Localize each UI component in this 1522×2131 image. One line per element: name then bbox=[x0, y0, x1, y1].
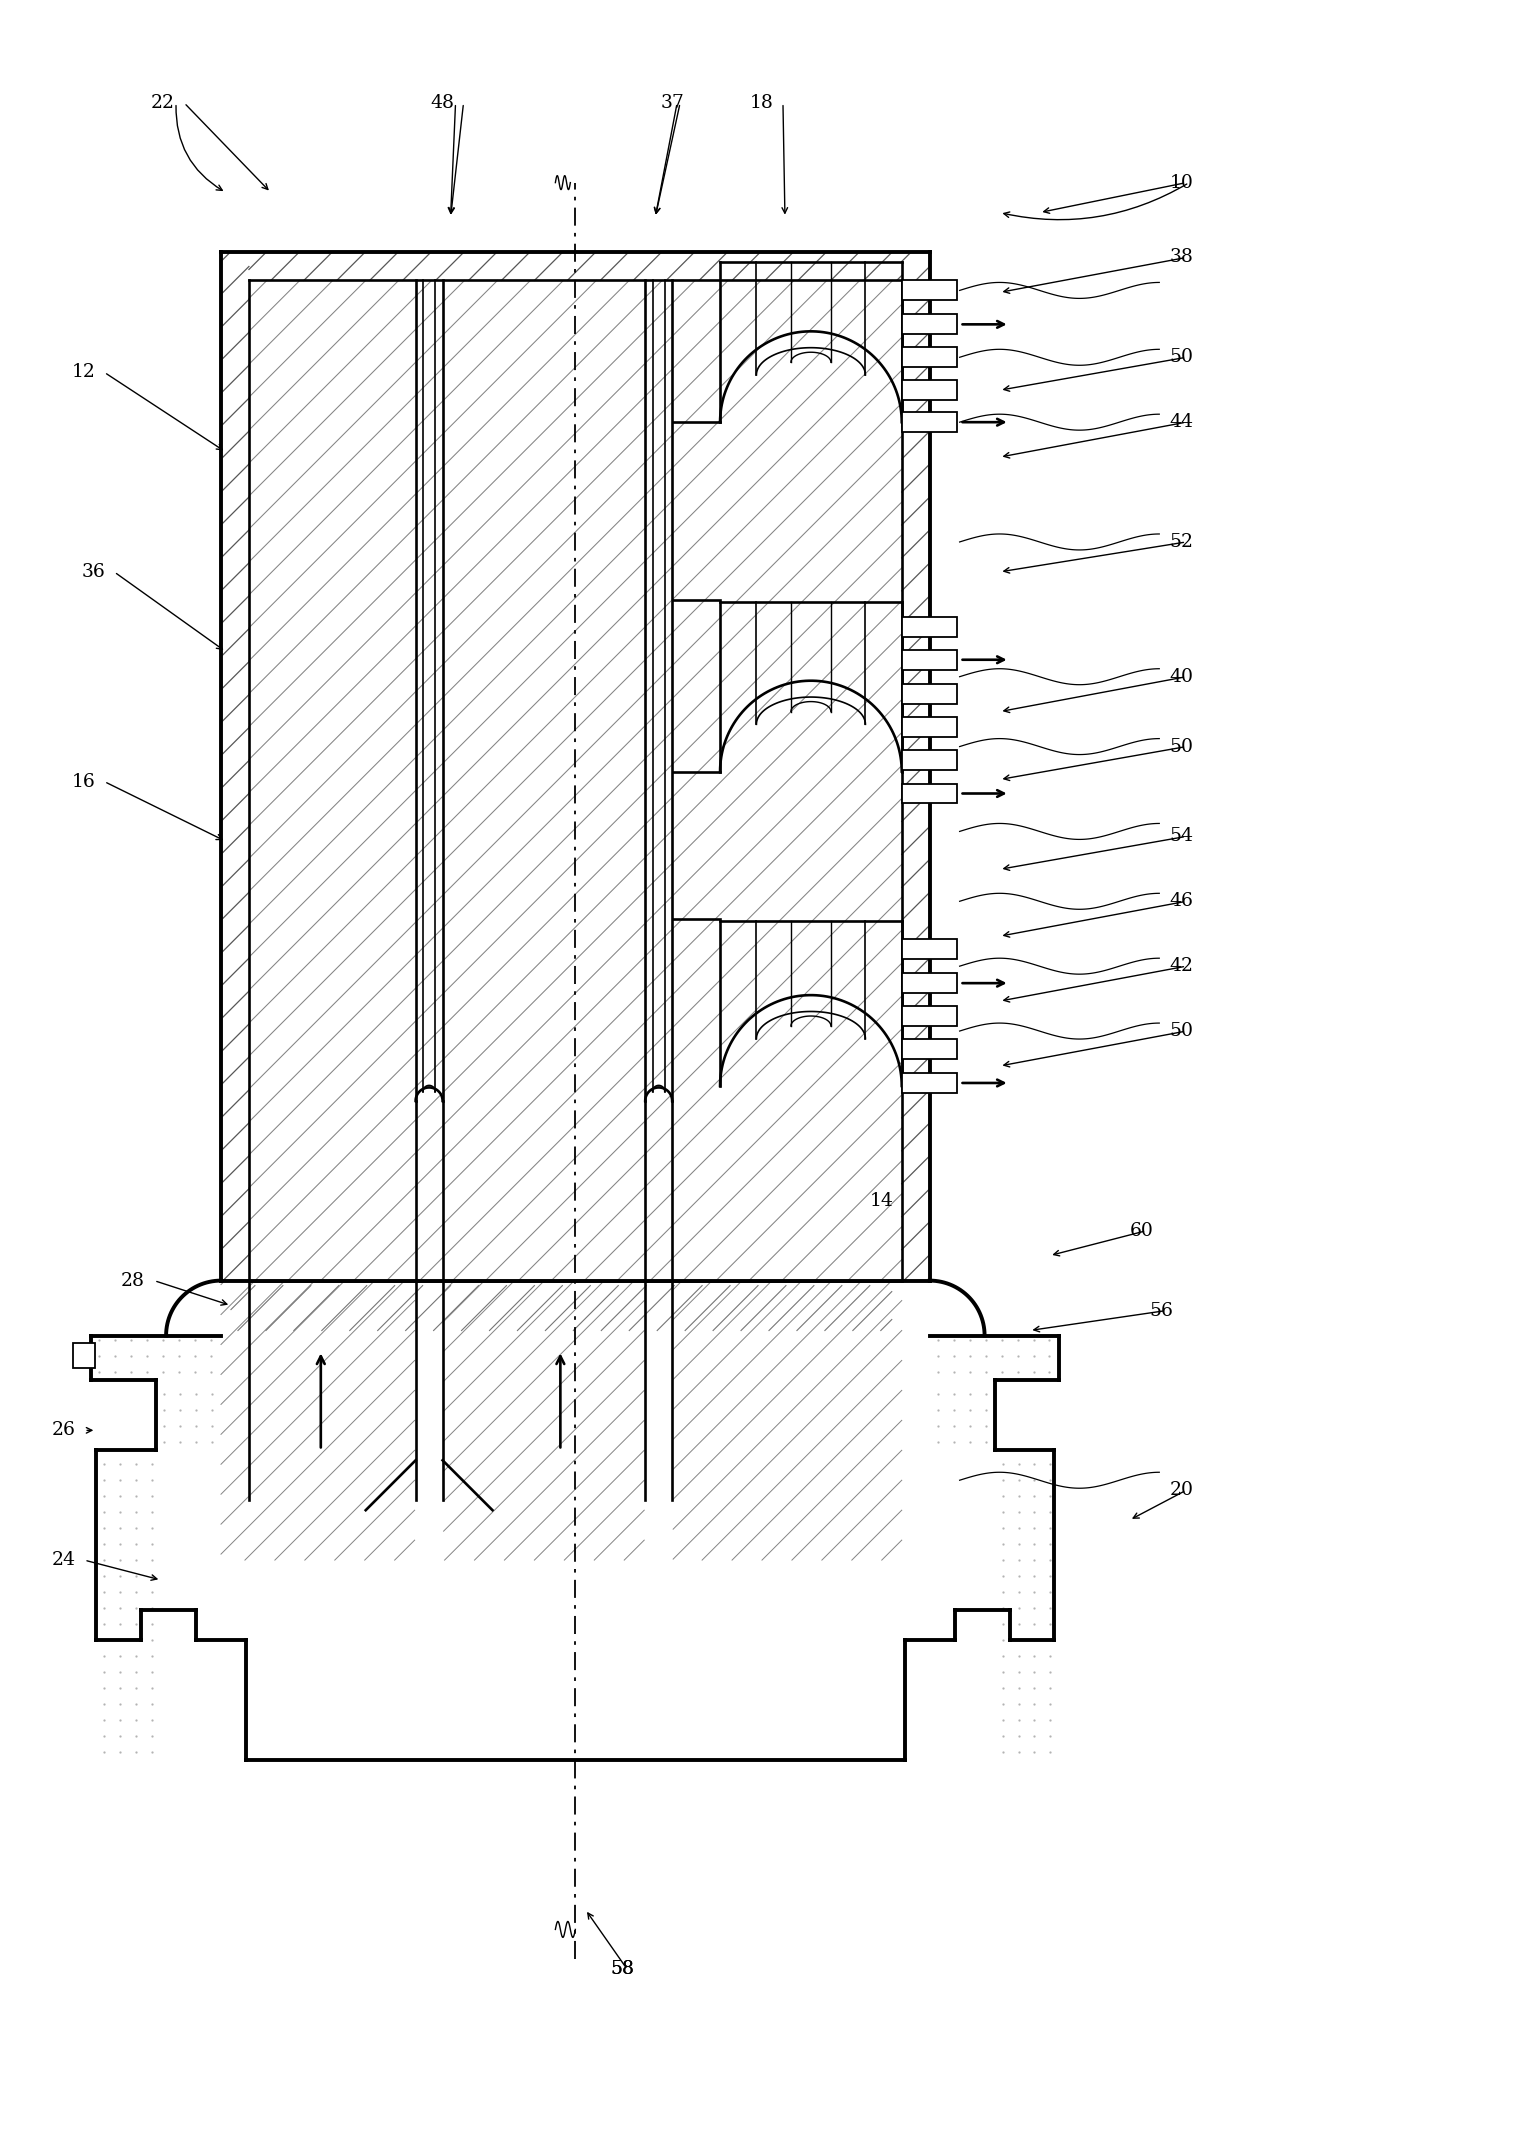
Text: 28: 28 bbox=[122, 1272, 145, 1289]
FancyBboxPatch shape bbox=[901, 616, 957, 637]
Text: 50: 50 bbox=[1169, 1023, 1193, 1040]
Text: 58: 58 bbox=[610, 1961, 635, 1978]
Text: 22: 22 bbox=[151, 94, 175, 111]
FancyBboxPatch shape bbox=[901, 281, 957, 300]
Text: 48: 48 bbox=[431, 94, 455, 111]
Text: 42: 42 bbox=[1169, 957, 1193, 976]
Text: 14: 14 bbox=[869, 1191, 893, 1210]
Text: 37: 37 bbox=[661, 94, 683, 111]
FancyBboxPatch shape bbox=[901, 1006, 957, 1025]
Text: 60: 60 bbox=[1129, 1221, 1154, 1240]
FancyBboxPatch shape bbox=[901, 784, 957, 803]
FancyBboxPatch shape bbox=[901, 411, 957, 433]
FancyBboxPatch shape bbox=[901, 940, 957, 959]
FancyBboxPatch shape bbox=[901, 1040, 957, 1059]
FancyBboxPatch shape bbox=[901, 650, 957, 669]
FancyBboxPatch shape bbox=[901, 684, 957, 703]
Text: 16: 16 bbox=[72, 774, 94, 791]
Text: 38: 38 bbox=[1169, 249, 1193, 266]
Text: 50: 50 bbox=[1169, 737, 1193, 757]
Text: 54: 54 bbox=[1169, 827, 1193, 846]
FancyBboxPatch shape bbox=[901, 1074, 957, 1093]
Bar bbox=[73, 1343, 96, 1368]
Text: 36: 36 bbox=[81, 563, 105, 582]
Text: 46: 46 bbox=[1169, 893, 1193, 910]
Text: 10: 10 bbox=[1169, 173, 1193, 192]
Text: 44: 44 bbox=[1169, 413, 1193, 430]
FancyBboxPatch shape bbox=[901, 974, 957, 993]
Text: 58: 58 bbox=[610, 1961, 635, 1978]
Text: 52: 52 bbox=[1169, 533, 1193, 552]
Text: 26: 26 bbox=[52, 1421, 75, 1438]
Text: 56: 56 bbox=[1149, 1302, 1173, 1319]
FancyBboxPatch shape bbox=[901, 716, 957, 737]
FancyBboxPatch shape bbox=[901, 315, 957, 335]
Text: 20: 20 bbox=[1169, 1481, 1193, 1500]
Text: 12: 12 bbox=[72, 362, 96, 381]
Text: 24: 24 bbox=[52, 1551, 75, 1568]
Text: 50: 50 bbox=[1169, 347, 1193, 367]
FancyBboxPatch shape bbox=[901, 347, 957, 367]
Text: 18: 18 bbox=[750, 94, 773, 111]
FancyBboxPatch shape bbox=[901, 379, 957, 401]
FancyBboxPatch shape bbox=[901, 750, 957, 769]
Text: 40: 40 bbox=[1169, 667, 1193, 686]
